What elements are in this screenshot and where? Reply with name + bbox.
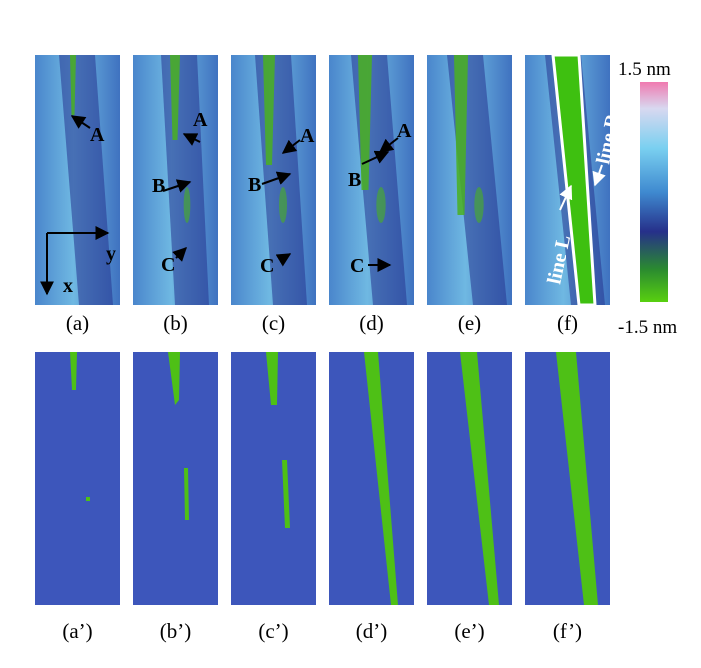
domain [168,352,189,520]
domain [70,352,90,501]
panel-label: (b) [163,311,188,335]
domain [454,55,468,215]
domain [70,55,76,115]
panel-label: (e’) [454,619,484,643]
domain [474,187,484,223]
panel-label: (d’) [356,619,387,643]
panel-label: (e) [458,311,481,335]
domain [460,352,499,605]
map-panel [35,352,120,605]
annotation: B [248,174,261,196]
panel-label: (d) [359,311,384,335]
arrow [172,247,187,262]
panel-label: (c) [262,311,285,335]
domain [170,55,180,140]
domain [263,55,275,165]
panel-label: (a’) [62,619,92,643]
panel-label: (b’) [160,619,191,643]
annotation: C [161,254,175,276]
arrow [261,171,292,185]
annotation: B [348,169,361,191]
arrow [559,184,573,211]
arrow [592,164,606,187]
domain [279,187,287,223]
arrow [162,179,192,193]
panel-label: (f) [557,311,578,335]
arrow [70,115,91,129]
panel-label: (a) [66,311,89,335]
domain [376,187,386,223]
panel-label: (f’) [553,619,582,643]
colorbar [640,82,668,302]
colorbar-min: -1.5 nm [618,317,677,338]
annotation: A [193,109,208,131]
axis-label: x [63,275,73,297]
arrow [281,139,301,154]
colorbar-max: 1.5 nm [618,59,671,80]
annotation: A [397,120,412,142]
domain [266,352,290,528]
annotation: C [260,255,274,277]
annotation: B [152,175,165,197]
bottom-row: (a’) (b’) (c’) (d’) (e’) (f’) [35,352,610,643]
domain [358,55,372,190]
arrow [361,150,390,165]
domain [364,352,398,605]
panel-label: (c’) [258,619,288,643]
arrow [182,133,201,146]
annotation: C [350,255,364,277]
arrow [378,137,399,153]
annotation: A [90,124,105,146]
axis-label: y [106,243,116,265]
domain [183,187,191,223]
annotation: A [300,125,315,147]
domain [556,352,598,605]
arrow [275,253,292,267]
domain [551,53,597,307]
